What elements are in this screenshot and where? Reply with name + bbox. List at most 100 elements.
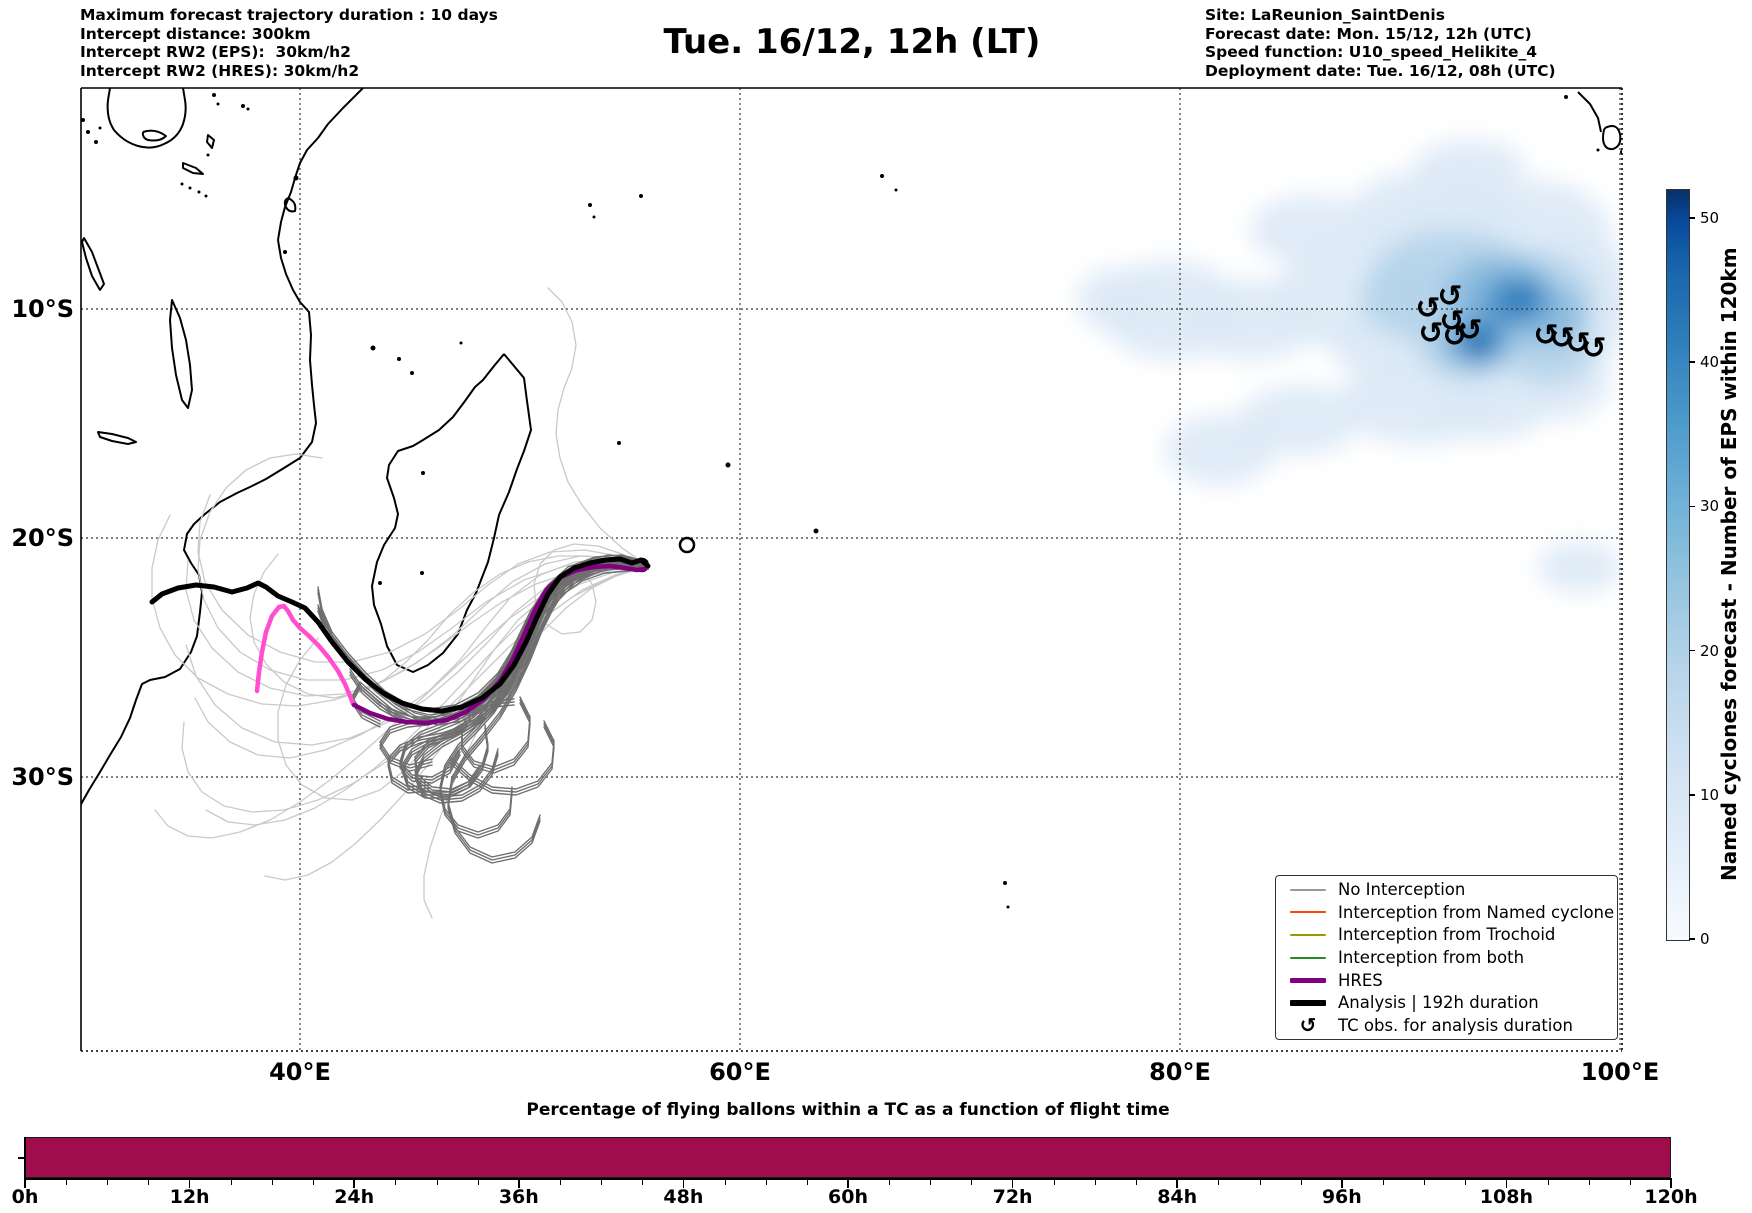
trajectory-line	[401, 557, 649, 796]
small-island	[421, 471, 425, 475]
tc-obs-icon: ↺	[1415, 291, 1440, 326]
trajectory-line	[254, 603, 356, 707]
bottom-chart-minor-tick	[1588, 1180, 1590, 1185]
colorbar-tick-label: 50	[1700, 208, 1720, 227]
bottom-chart-major-tick	[518, 1180, 520, 1188]
bottom-chart-minor-tick	[107, 1180, 109, 1185]
trajectory-line	[197, 453, 649, 681]
legend-row: No Interception	[1276, 879, 1617, 901]
colorbar-tick-label: 0	[1700, 930, 1710, 948]
legend-line-swatch	[1290, 888, 1326, 891]
coastline	[141, 129, 167, 142]
legend-row: HRES	[1276, 969, 1617, 991]
small-island	[188, 186, 192, 190]
bottom-chart-tick-label: 120h	[1644, 1186, 1698, 1208]
small-island	[1003, 881, 1007, 885]
legend-row: ↺ TC obs. for analysis duration	[1276, 1014, 1617, 1036]
legend-line-swatch	[1290, 977, 1326, 983]
legend-label: Interception from Named cyclone	[1338, 902, 1615, 922]
bottom-chart-tick-label: 0h	[11, 1186, 39, 1208]
bottom-chart-minor-tick	[1136, 1180, 1138, 1185]
bottom-chart-major-tick	[1341, 1180, 1343, 1188]
colorbar-tick	[1689, 361, 1695, 363]
legend-swatch	[1288, 911, 1328, 914]
bottom-chart-minor-tick	[436, 1180, 438, 1185]
legend-swatch	[1288, 1000, 1328, 1006]
bottom-chart-major-tick	[1011, 1180, 1014, 1188]
bottom-chart-major-tick	[353, 1180, 355, 1188]
tc-obs-icon: ↺	[1299, 1013, 1317, 1038]
forecast-settings-text: Maximum forecast trajectory duration : 1…	[80, 6, 498, 80]
bottom-chart-minor-tick	[1424, 1180, 1426, 1185]
small-island	[588, 203, 592, 207]
coastline	[182, 162, 204, 175]
trajectory-line	[414, 568, 649, 804]
coastline	[81, 88, 364, 807]
small-island	[206, 153, 210, 157]
bottom-chart-minor-tick	[271, 1180, 273, 1185]
trajectory-line	[547, 287, 649, 567]
coastline	[97, 431, 137, 445]
legend-swatch	[1288, 977, 1328, 983]
trajectory-line	[351, 563, 648, 726]
tc-obs-icon: ↺	[1457, 313, 1482, 348]
small-island	[204, 194, 208, 198]
bottom-chart-x-axis	[24, 1178, 1672, 1180]
forecast-settings-line: Intercept RW2 (EPS): 30km/h2	[80, 43, 351, 61]
bottom-chart-major-tick	[682, 1180, 685, 1188]
site-info-line: Deployment date: Tue. 16/12, 08h (UTC)	[1205, 61, 1556, 80]
legend-line-swatch	[1290, 911, 1326, 914]
small-island	[293, 175, 299, 181]
graticule	[81, 88, 1622, 1051]
bottom-chart-tick-label: 24h	[334, 1186, 375, 1208]
legend-row: Interception from Named cyclone	[1276, 901, 1617, 923]
small-island	[212, 93, 216, 97]
small-island	[880, 174, 884, 178]
colorbar-tick	[1689, 794, 1695, 796]
map-frame	[80, 87, 1623, 1052]
latitude-tick-label: 30°S	[11, 763, 74, 791]
bottom-chart-tick-label: 48h	[663, 1186, 704, 1208]
latitude-tick-label: 10°S	[11, 295, 74, 323]
heatmap-blob	[1077, 268, 1153, 332]
bottom-chart-minor-tick	[971, 1180, 973, 1185]
bottom-chart-minor-tick	[559, 1180, 561, 1185]
small-island	[459, 341, 463, 345]
bottom-chart-tick-label: 96h	[1321, 1186, 1362, 1208]
bottom-chart-tick-label: 12h	[169, 1186, 210, 1208]
small-island	[94, 140, 98, 144]
small-island	[283, 250, 287, 254]
bottom-chart-minor-tick	[1218, 1180, 1220, 1185]
trajectory-line	[447, 566, 649, 864]
bottom-chart-tick-label: 108h	[1479, 1186, 1533, 1208]
eps-dark-bundle	[317, 554, 649, 864]
bottom-chart-minor-tick	[1094, 1180, 1096, 1185]
small-island	[1006, 905, 1010, 909]
bottom-chart-minor-tick	[642, 1180, 644, 1185]
colorbar-tick-label: 10	[1700, 785, 1720, 804]
bottom-chart-minor-tick	[1053, 1180, 1055, 1185]
site-info-line: Forecast date: Mon. 15/12, 12h (UTC)	[1205, 24, 1532, 43]
coastline	[1602, 125, 1622, 151]
longitude-tick-label: 60°E	[709, 1058, 771, 1086]
trajectory-line	[249, 553, 649, 699]
colorbar-tick	[1689, 649, 1695, 652]
trajectory-line	[461, 702, 531, 774]
bottom-chart-minor-tick	[806, 1180, 808, 1185]
bottom-chart-minor-tick	[1465, 1180, 1467, 1185]
coastline	[1577, 91, 1602, 133]
bottom-chart-tick-label: 60h	[828, 1186, 868, 1208]
small-island	[378, 581, 382, 585]
legend-line-swatch	[1290, 1000, 1326, 1006]
small-island	[86, 130, 90, 134]
bottom-chart-minor-tick	[148, 1180, 150, 1185]
hres-purple	[351, 563, 648, 726]
heatmap-blob	[1500, 284, 1540, 316]
site-info-text: Site: LaReunion_SaintDenis Forecast date:…	[1205, 6, 1556, 80]
trajectory-line	[401, 560, 649, 799]
trajectory-line	[447, 563, 649, 861]
coastline	[371, 353, 532, 673]
bottom-chart-minor-tick	[230, 1180, 232, 1185]
bottom-chart-minor-tick	[601, 1180, 603, 1185]
